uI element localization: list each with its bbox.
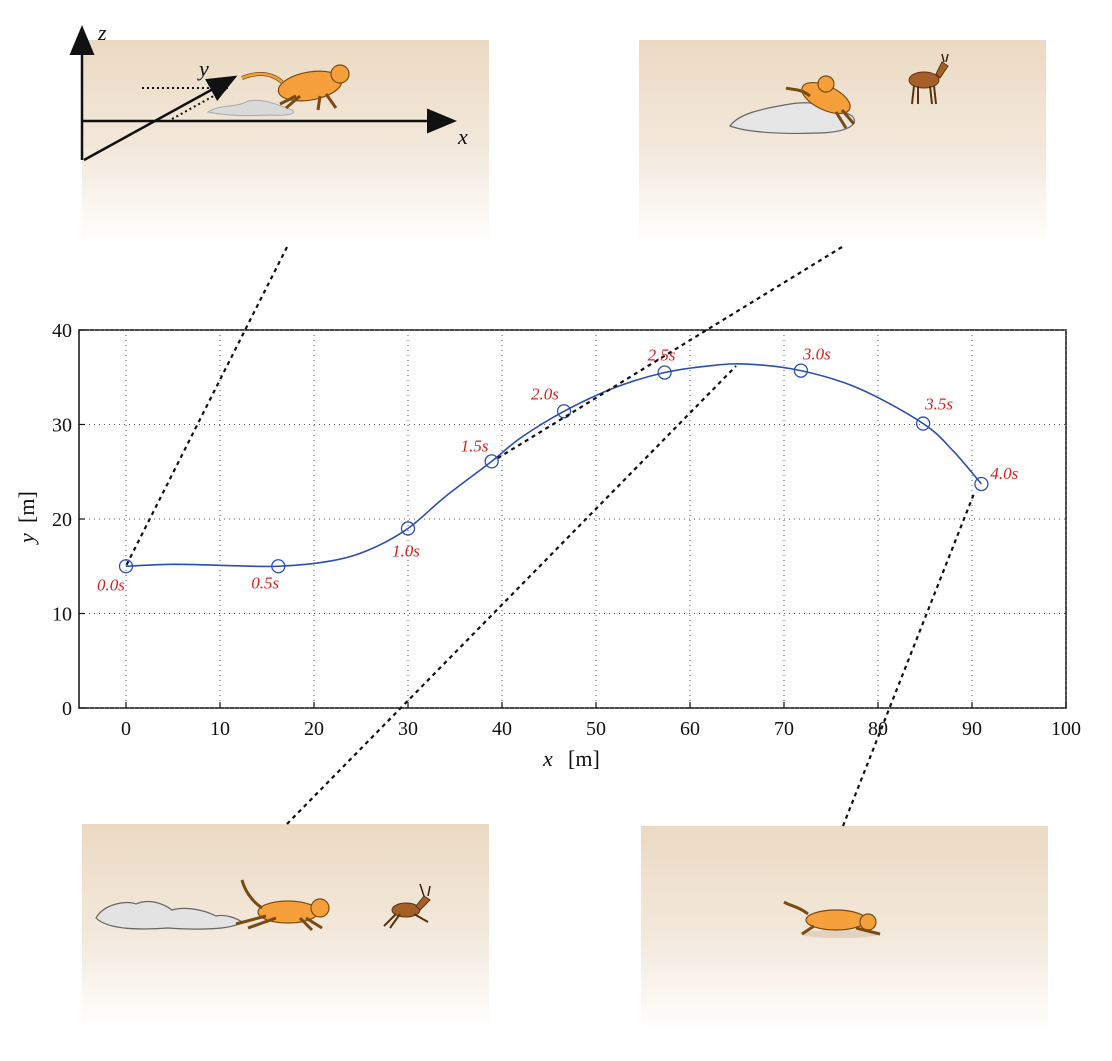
dotted-guide xyxy=(171,87,229,120)
gazelle-icon xyxy=(908,53,949,105)
time-marker xyxy=(118,559,134,574)
panel-bottom-right xyxy=(641,826,1048,1031)
x-tick-label: 10 xyxy=(210,718,230,740)
x-tick-label: 100 xyxy=(1051,718,1081,740)
y-axis-arrow xyxy=(83,75,238,162)
x-tick-label: 20 xyxy=(304,718,324,740)
time-label: 2.0s xyxy=(531,384,559,403)
panel-background xyxy=(82,40,489,245)
time-label: 3.0s xyxy=(802,345,831,364)
panel-bottom-left xyxy=(82,824,489,1029)
x-tick-label: 50 xyxy=(586,718,606,740)
ticks: 0 10 20 30 40 50 60 70 80 90 100 0 10 20 30 40 xyxy=(52,320,1081,740)
y-axis-title-unit: [m] xyxy=(14,491,39,523)
time-marker xyxy=(484,454,499,469)
x-tick-label: 80 xyxy=(868,718,888,740)
y-axis-title: y [m] xyxy=(14,491,39,545)
time-label: 1.5s xyxy=(461,436,489,455)
y-tick-label: 0 xyxy=(62,698,72,720)
y-tick-label: 20 xyxy=(52,509,72,531)
callout-line-bottom-left xyxy=(286,365,737,825)
callout-line-top-left xyxy=(125,246,288,567)
time-marker xyxy=(271,559,286,574)
cheetah-icon xyxy=(241,64,350,111)
grid xyxy=(79,329,1067,709)
time-label: 3.5s xyxy=(924,395,953,414)
time-label: 0.5s xyxy=(251,573,279,592)
callout-line-top-right xyxy=(497,246,843,459)
time-label: 0.0s xyxy=(97,575,125,594)
time-label: 2.5s xyxy=(648,346,676,365)
plot-area xyxy=(78,329,1067,709)
time-marker xyxy=(915,416,931,431)
cheetah-icon xyxy=(235,879,330,932)
trajectory-chart: 0 10 20 30 40 50 60 70 80 90 100 0 10 20 30 40 0.0s 0.5s… xyxy=(14,320,1081,771)
y-axis-label: y xyxy=(197,56,209,81)
time-markers: 0.0s 0.5s 1.0s 1.5s 2.0s 2.5s 3.0s 3.5s 4.0s xyxy=(97,345,1019,595)
cheetah-icon xyxy=(783,900,881,936)
y-tick-label: 10 xyxy=(52,604,72,626)
dust-cloud-icon xyxy=(206,99,294,117)
time-marker xyxy=(793,363,809,378)
y-tick-label: 30 xyxy=(52,415,72,437)
gazelle-icon xyxy=(383,883,431,929)
callout-lines xyxy=(125,246,977,827)
panel-top-left: z y x xyxy=(69,20,489,245)
x-tick-label: 0 xyxy=(121,718,131,740)
z-axis-label: z xyxy=(97,20,107,45)
x-tick-label: 90 xyxy=(962,718,982,740)
panel-top-right xyxy=(639,40,1046,245)
x-axis-label: x xyxy=(457,124,468,149)
x-tick-label: 70 xyxy=(774,718,794,740)
x-tick-label: 40 xyxy=(492,718,512,740)
time-marker xyxy=(657,365,672,380)
time-marker xyxy=(974,476,989,492)
cheetah-icon xyxy=(785,75,856,129)
y-axis-title-var: y xyxy=(14,533,39,545)
panel-background xyxy=(639,40,1046,245)
x-tick-label: 60 xyxy=(680,718,700,740)
time-marker xyxy=(400,521,416,536)
time-label: 1.0s xyxy=(392,541,420,560)
dust-cloud-icon xyxy=(95,900,244,930)
x-tick-label: 30 xyxy=(398,718,418,740)
time-label: 4.0s xyxy=(990,464,1018,483)
x-axis-title-unit: [m] xyxy=(568,746,600,771)
shadow xyxy=(800,930,880,938)
x-axis-title: x [m] xyxy=(542,746,600,771)
x-axis-title-var: x xyxy=(542,746,553,771)
time-marker xyxy=(556,404,572,419)
y-tick-label: 40 xyxy=(52,320,72,342)
